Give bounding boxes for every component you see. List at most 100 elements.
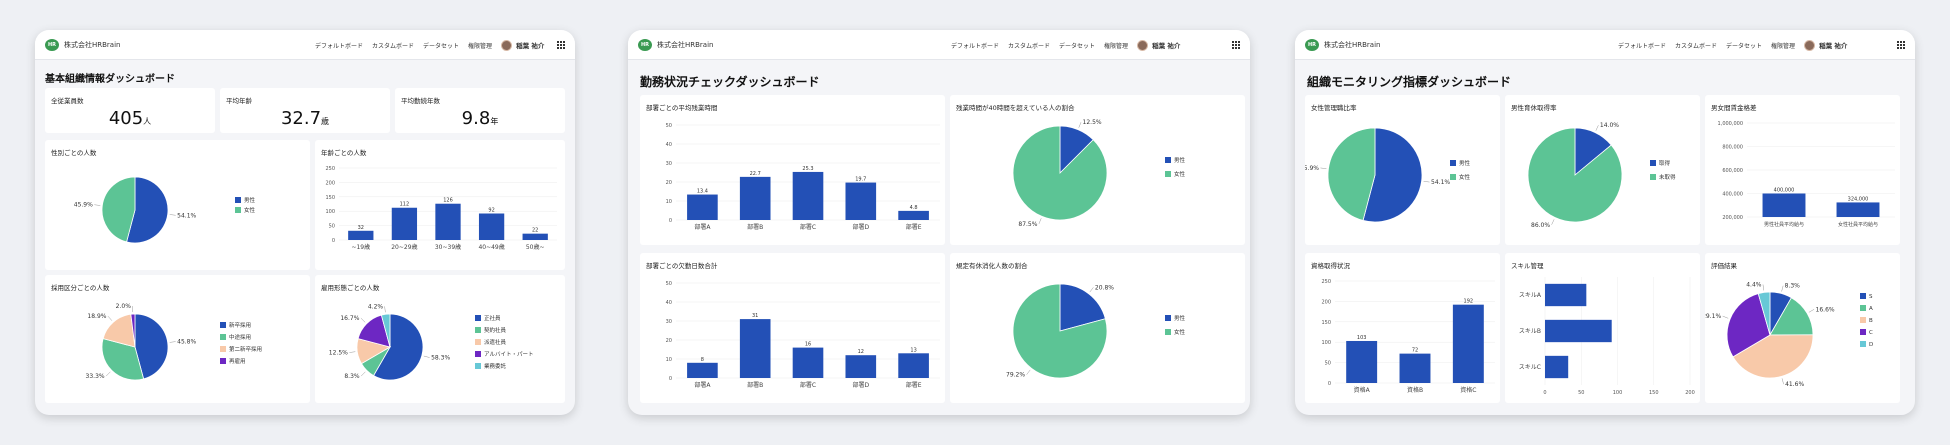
- legend-label: 第二新卒採用: [229, 345, 262, 353]
- user-avatar[interactable]: [1804, 39, 1816, 51]
- bar-data-label: 19.7: [855, 177, 866, 183]
- y-tick-label: 20: [666, 180, 672, 186]
- nav-dataset[interactable]: データセット: [1059, 42, 1096, 50]
- company-name: 株式会社HRBrain: [657, 40, 714, 49]
- chart-card-age: 年齢ごとの人数 0 50 100 150 200 250 32 ~19歳 112 20~29歳 12…: [315, 140, 565, 270]
- pie-label-leader: [1551, 219, 1555, 225]
- nav-dataset[interactable]: データセット: [423, 42, 460, 50]
- x-tick-label: 男性社員平均給与: [1764, 221, 1804, 228]
- absence-bar-chart: 0 10 20 30 40 50 8 部署A 31 部署B 16 部署C 12 部署D 13 部署E: [666, 281, 940, 389]
- nav-permissions[interactable]: 権限管理: [1771, 42, 1796, 50]
- hrbrain-logo[interactable]: HR: [45, 38, 59, 51]
- chart-title: 採用区分ごとの人数: [51, 284, 110, 292]
- bar: [687, 194, 718, 220]
- kpi-label: 全従業員数: [51, 97, 84, 105]
- legend-swatch: [1165, 171, 1171, 177]
- pie-slice: [134, 313, 169, 380]
- pie-slice: [373, 313, 424, 381]
- bar-data-label: 92: [488, 208, 494, 214]
- main-nav: デフォルトボード カスタムボード データセット 権限管理 稲葉 祐介: [315, 30, 544, 60]
- y-tick-label: 100: [325, 209, 335, 215]
- pie-label-leader: [169, 214, 176, 216]
- legend-swatch: [1165, 329, 1171, 335]
- legend-swatch: [475, 315, 481, 321]
- x-tick-label: 部署C: [800, 381, 816, 389]
- x-tick-label: 50: [1578, 390, 1584, 396]
- y-tick-label: 50: [1325, 361, 1331, 367]
- legend-label: 取得: [1659, 159, 1671, 167]
- pie-data-label: 29.1%: [1705, 313, 1721, 320]
- app-grid-icon[interactable]: [1897, 41, 1905, 49]
- user-name[interactable]: 稲葉 祐介: [1152, 42, 1181, 50]
- user-avatar[interactable]: [501, 39, 513, 51]
- y-tick-label: 20: [666, 338, 672, 344]
- top-bar: HR 株式会社HRBrain デフォルトボード カスタムボード データセット 権…: [1295, 30, 1915, 60]
- user-name[interactable]: 稲葉 祐介: [516, 42, 545, 50]
- legend-label: 中途採用: [229, 333, 251, 341]
- legend-label: 女性: [1174, 170, 1186, 178]
- x-tick-label: 部署B: [747, 223, 763, 231]
- user-avatar[interactable]: [1137, 39, 1149, 51]
- bar: [687, 362, 718, 378]
- pie-data-label: 45.8%: [177, 339, 196, 346]
- app-grid-icon[interactable]: [1232, 41, 1240, 49]
- legend-label: B: [1869, 318, 1873, 324]
- bar: [845, 182, 877, 220]
- legend-label: S: [1869, 294, 1873, 300]
- chart-title: 女性管理職比率: [1311, 104, 1357, 112]
- nav-default-board[interactable]: デフォルトボード: [1618, 42, 1667, 50]
- pie-data-label: 33.3%: [86, 373, 105, 380]
- bar-data-label: 31: [752, 313, 758, 319]
- nav-custom-board[interactable]: カスタムボード: [1675, 42, 1718, 50]
- hrbrain-logo[interactable]: HR: [1305, 38, 1319, 51]
- chart-title: 残業時間が40時間を超えている人の割合: [956, 104, 1075, 112]
- nav-default-board[interactable]: デフォルトボード: [951, 42, 1000, 50]
- bar: [739, 319, 771, 378]
- pie-label-leader: [1320, 167, 1327, 169]
- pie-data-label: 54.1%: [1431, 179, 1450, 186]
- legend-label: 男性: [1459, 159, 1471, 167]
- legend-swatch: [220, 322, 226, 328]
- nav-custom-board[interactable]: カスタムボード: [372, 42, 415, 50]
- bar: [1346, 340, 1378, 383]
- legend-swatch: [1860, 305, 1866, 311]
- pie-slice: [126, 176, 169, 244]
- chart-title: 雇用形態ごとの人数: [321, 284, 380, 292]
- pie-label-leader: [360, 371, 366, 377]
- legend-label: 男性: [244, 196, 256, 204]
- y-tick-label: スキルA: [1519, 292, 1542, 299]
- pie-data-label: 18.9%: [87, 313, 106, 320]
- y-tick-label: 150: [1321, 320, 1331, 326]
- legend-label: A: [1869, 306, 1873, 312]
- legend-swatch: [220, 346, 226, 352]
- app-grid-icon[interactable]: [557, 41, 565, 49]
- kpi-value: 32.7: [280, 108, 322, 129]
- nav-dataset[interactable]: データセット: [1726, 42, 1763, 50]
- pie-label-leader: [169, 341, 176, 343]
- y-tick-label: 0: [669, 218, 672, 224]
- main-nav: デフォルトボード カスタムボード データセット 権限管理 稲葉 祐介: [1618, 30, 1847, 60]
- pie-label-leader: [384, 306, 386, 313]
- x-tick-label: 50歳~: [526, 243, 545, 251]
- x-tick-label: 部署D: [852, 381, 869, 389]
- hrbrain-logo[interactable]: HR: [638, 38, 652, 51]
- nav-permissions[interactable]: 権限管理: [468, 42, 493, 50]
- screen-basic-org: HR 株式会社HRBrain デフォルトボード カスタムボード データセット 権…: [35, 30, 575, 415]
- legend-label: 再雇用: [229, 357, 246, 365]
- y-tick-label: 250: [1321, 279, 1331, 285]
- bar: [1545, 319, 1612, 343]
- x-tick-label: 資格B: [1407, 386, 1423, 394]
- legend-swatch: [1860, 317, 1866, 323]
- legend-label: 契約社員: [484, 326, 507, 334]
- nav-custom-board[interactable]: カスタムボード: [1008, 42, 1051, 50]
- user-name[interactable]: 稲葉 祐介: [1819, 42, 1848, 50]
- pie-data-label: 4.2%: [368, 303, 384, 310]
- pie-data-label: 4.4%: [1746, 281, 1762, 288]
- nav-permissions[interactable]: 権限管理: [1104, 42, 1129, 50]
- legend-label: 派遣社員: [484, 338, 507, 346]
- nav-default-board[interactable]: デフォルトボード: [315, 42, 364, 50]
- chart-title: 性別ごとの人数: [51, 149, 97, 157]
- y-tick-label: スキルB: [1519, 328, 1541, 335]
